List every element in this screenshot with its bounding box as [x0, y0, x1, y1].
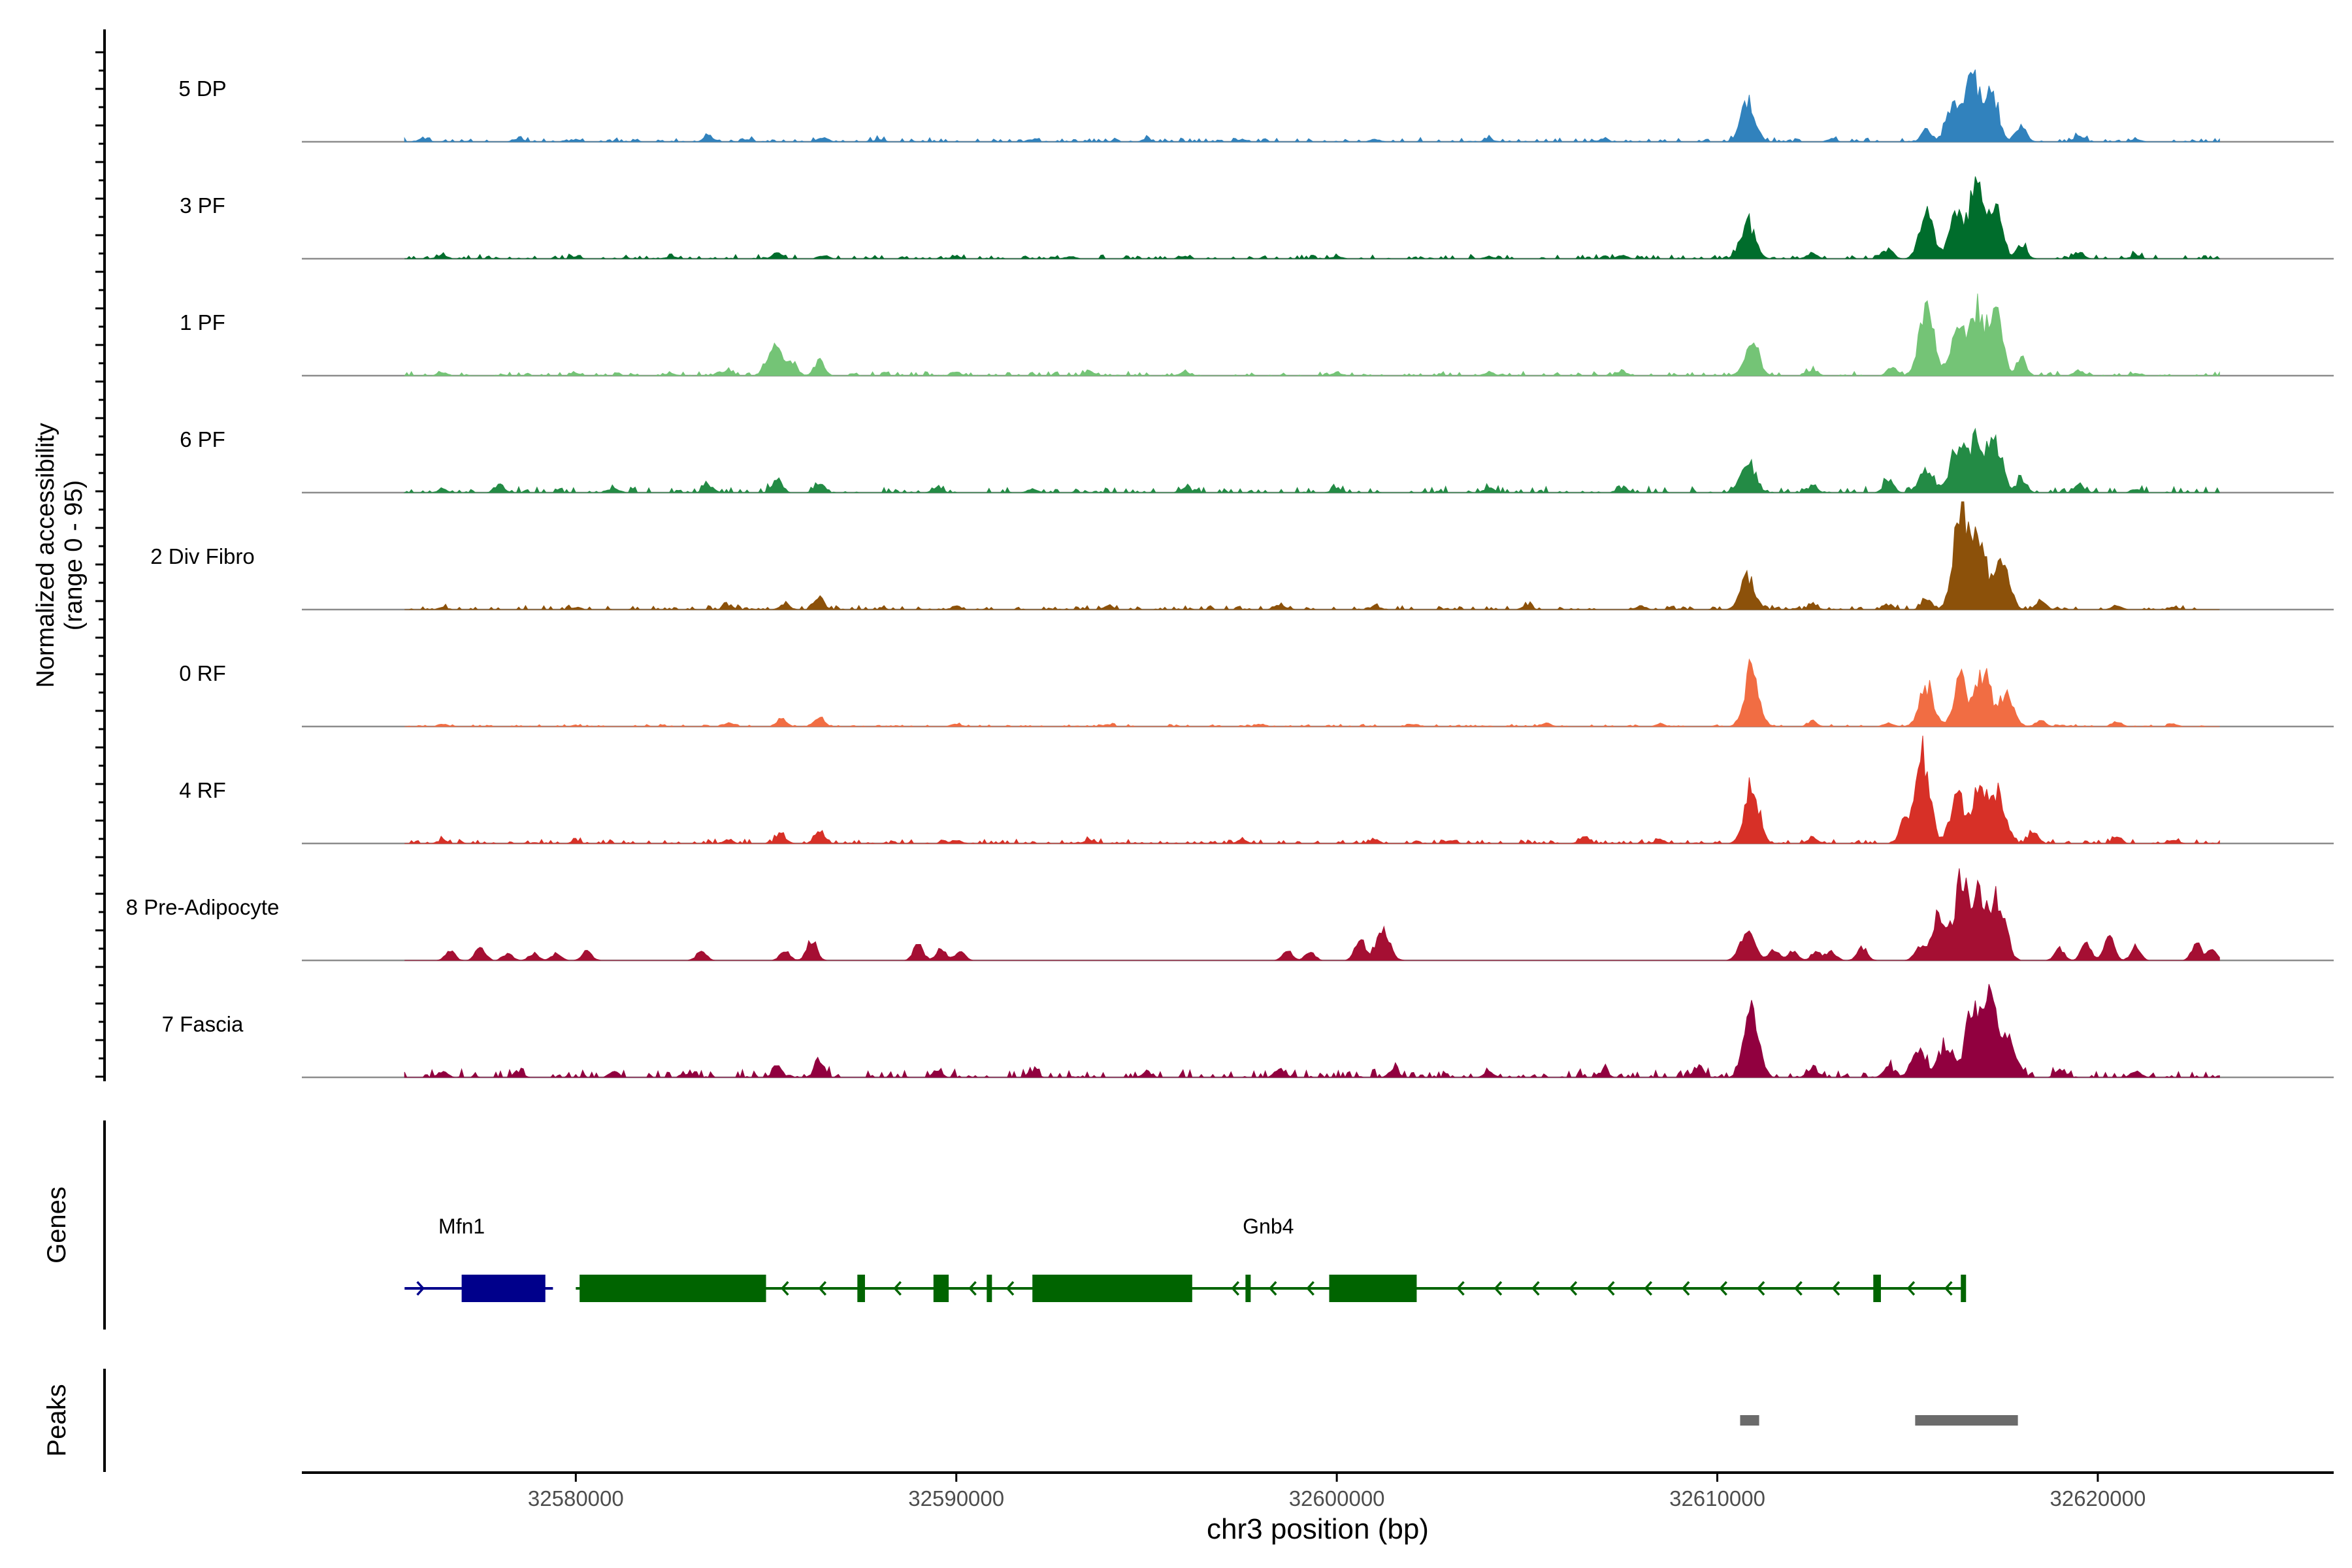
x-tick-label: 32620000 — [2050, 1486, 2146, 1511]
gene-exon — [1961, 1275, 1967, 1302]
gene-annotation-track: Mfn1 Gnb4 — [404, 1215, 1967, 1302]
track-4-rf: 4 RF — [179, 735, 2334, 845]
strand-arrow — [1005, 1281, 1015, 1296]
track-label: 6 PF — [180, 427, 225, 451]
strand-arrow — [1569, 1281, 1578, 1296]
coverage-area — [404, 501, 2220, 610]
coverage-area — [404, 293, 2220, 376]
coverage-area — [404, 868, 2220, 961]
y-axis-label-line2: (range 0 - 95) — [60, 480, 88, 630]
gene-exon — [933, 1275, 949, 1302]
strand-arrow — [818, 1281, 827, 1296]
peak-regions-track — [1740, 1415, 2018, 1426]
track-label: 2 Div Fibro — [150, 544, 255, 568]
accessibility-axis-ticks — [95, 51, 105, 1078]
peaks-axis-label: Peaks — [42, 1384, 71, 1456]
strand-arrow — [1644, 1281, 1653, 1296]
peak-region — [1740, 1415, 1759, 1426]
gene-exon — [1032, 1275, 1192, 1302]
gene-exon — [461, 1275, 546, 1302]
strand-arrow — [968, 1281, 977, 1296]
coverage-area — [404, 658, 2220, 727]
strand-arrow — [1944, 1281, 1953, 1296]
track-7-fascia: 7 Fascia — [162, 984, 2334, 1079]
track-label: 0 RF — [179, 661, 226, 685]
track-label: 8 Pre-Adipocyte — [126, 895, 280, 919]
strand-arrow — [1231, 1281, 1240, 1296]
strand-arrow — [1831, 1281, 1840, 1296]
track-3-pf: 3 PF — [180, 176, 2334, 260]
strand-arrow — [1681, 1281, 1690, 1296]
strand-arrow — [1906, 1281, 1916, 1296]
track-2-div-fibro: 2 Div Fibro — [150, 501, 2334, 611]
track-label: 4 RF — [179, 778, 226, 802]
peak-region — [1915, 1415, 2018, 1426]
strand-arrow — [1606, 1281, 1615, 1296]
gene-gnb4: Gnb4 — [576, 1215, 1967, 1302]
strand-arrow — [1719, 1281, 1727, 1296]
strand-arrow — [1456, 1281, 1465, 1296]
strand-arrow — [1494, 1281, 1503, 1296]
x-tick-label: 32610000 — [1669, 1486, 1765, 1511]
strand-arrow — [893, 1281, 902, 1296]
track-label: 7 Fascia — [162, 1012, 244, 1036]
gene-label: Mfn1 — [438, 1215, 485, 1238]
x-axis-label: chr3 position (bp) — [1207, 1513, 1429, 1545]
x-tick-label: 32580000 — [528, 1486, 624, 1511]
strand-arrow — [416, 1281, 425, 1296]
strand-arrow — [1794, 1281, 1803, 1296]
strand-arrow — [1306, 1281, 1315, 1296]
coverage-area — [403, 427, 2221, 494]
track-6-pf: 6 PF — [180, 427, 2334, 494]
strand-arrow — [1531, 1281, 1540, 1296]
gene-mfn1: Mfn1 — [404, 1215, 553, 1302]
gene-exon — [1245, 1275, 1251, 1302]
coverage-tracks: 5 DP 3 PF 1 PF 6 PF 2 Div Fibro 0 RF 4 RF 8 Pre… — [126, 69, 2334, 1079]
track-5-dp: 5 DP — [178, 69, 2334, 143]
track-label: 1 PF — [180, 310, 225, 335]
track-0-rf: 0 RF — [179, 658, 2334, 728]
gene-exon — [1873, 1275, 1881, 1302]
y-axis-label-line1: Normalized accessibility — [32, 423, 59, 687]
track-label: 5 DP — [178, 76, 226, 101]
coverage-area — [404, 984, 2220, 1079]
x-tick-label: 32590000 — [908, 1486, 1004, 1511]
gene-label: Gnb4 — [1243, 1215, 1294, 1238]
genes-axis-label: Genes — [42, 1186, 71, 1264]
coverage-area — [404, 69, 2220, 142]
gene-exon — [987, 1275, 992, 1302]
strand-arrow — [1756, 1281, 1765, 1296]
strand-arrow — [780, 1281, 789, 1296]
strand-arrow — [1268, 1281, 1277, 1296]
x-axis-ticks: 32580000 32590000 32600000 32610000 32620000 — [528, 1473, 2146, 1511]
x-tick-label: 32600000 — [1289, 1486, 1385, 1511]
track-label: 3 PF — [180, 193, 225, 218]
coverage-area — [404, 176, 2221, 259]
gene-exon — [580, 1275, 766, 1302]
gene-exon — [857, 1275, 865, 1302]
gene-exon — [1329, 1275, 1417, 1302]
coverage-area — [404, 735, 2220, 845]
track-8-pre-adipocyte: 8 Pre-Adipocyte — [126, 868, 2334, 962]
track-1-pf: 1 PF — [180, 293, 2334, 377]
